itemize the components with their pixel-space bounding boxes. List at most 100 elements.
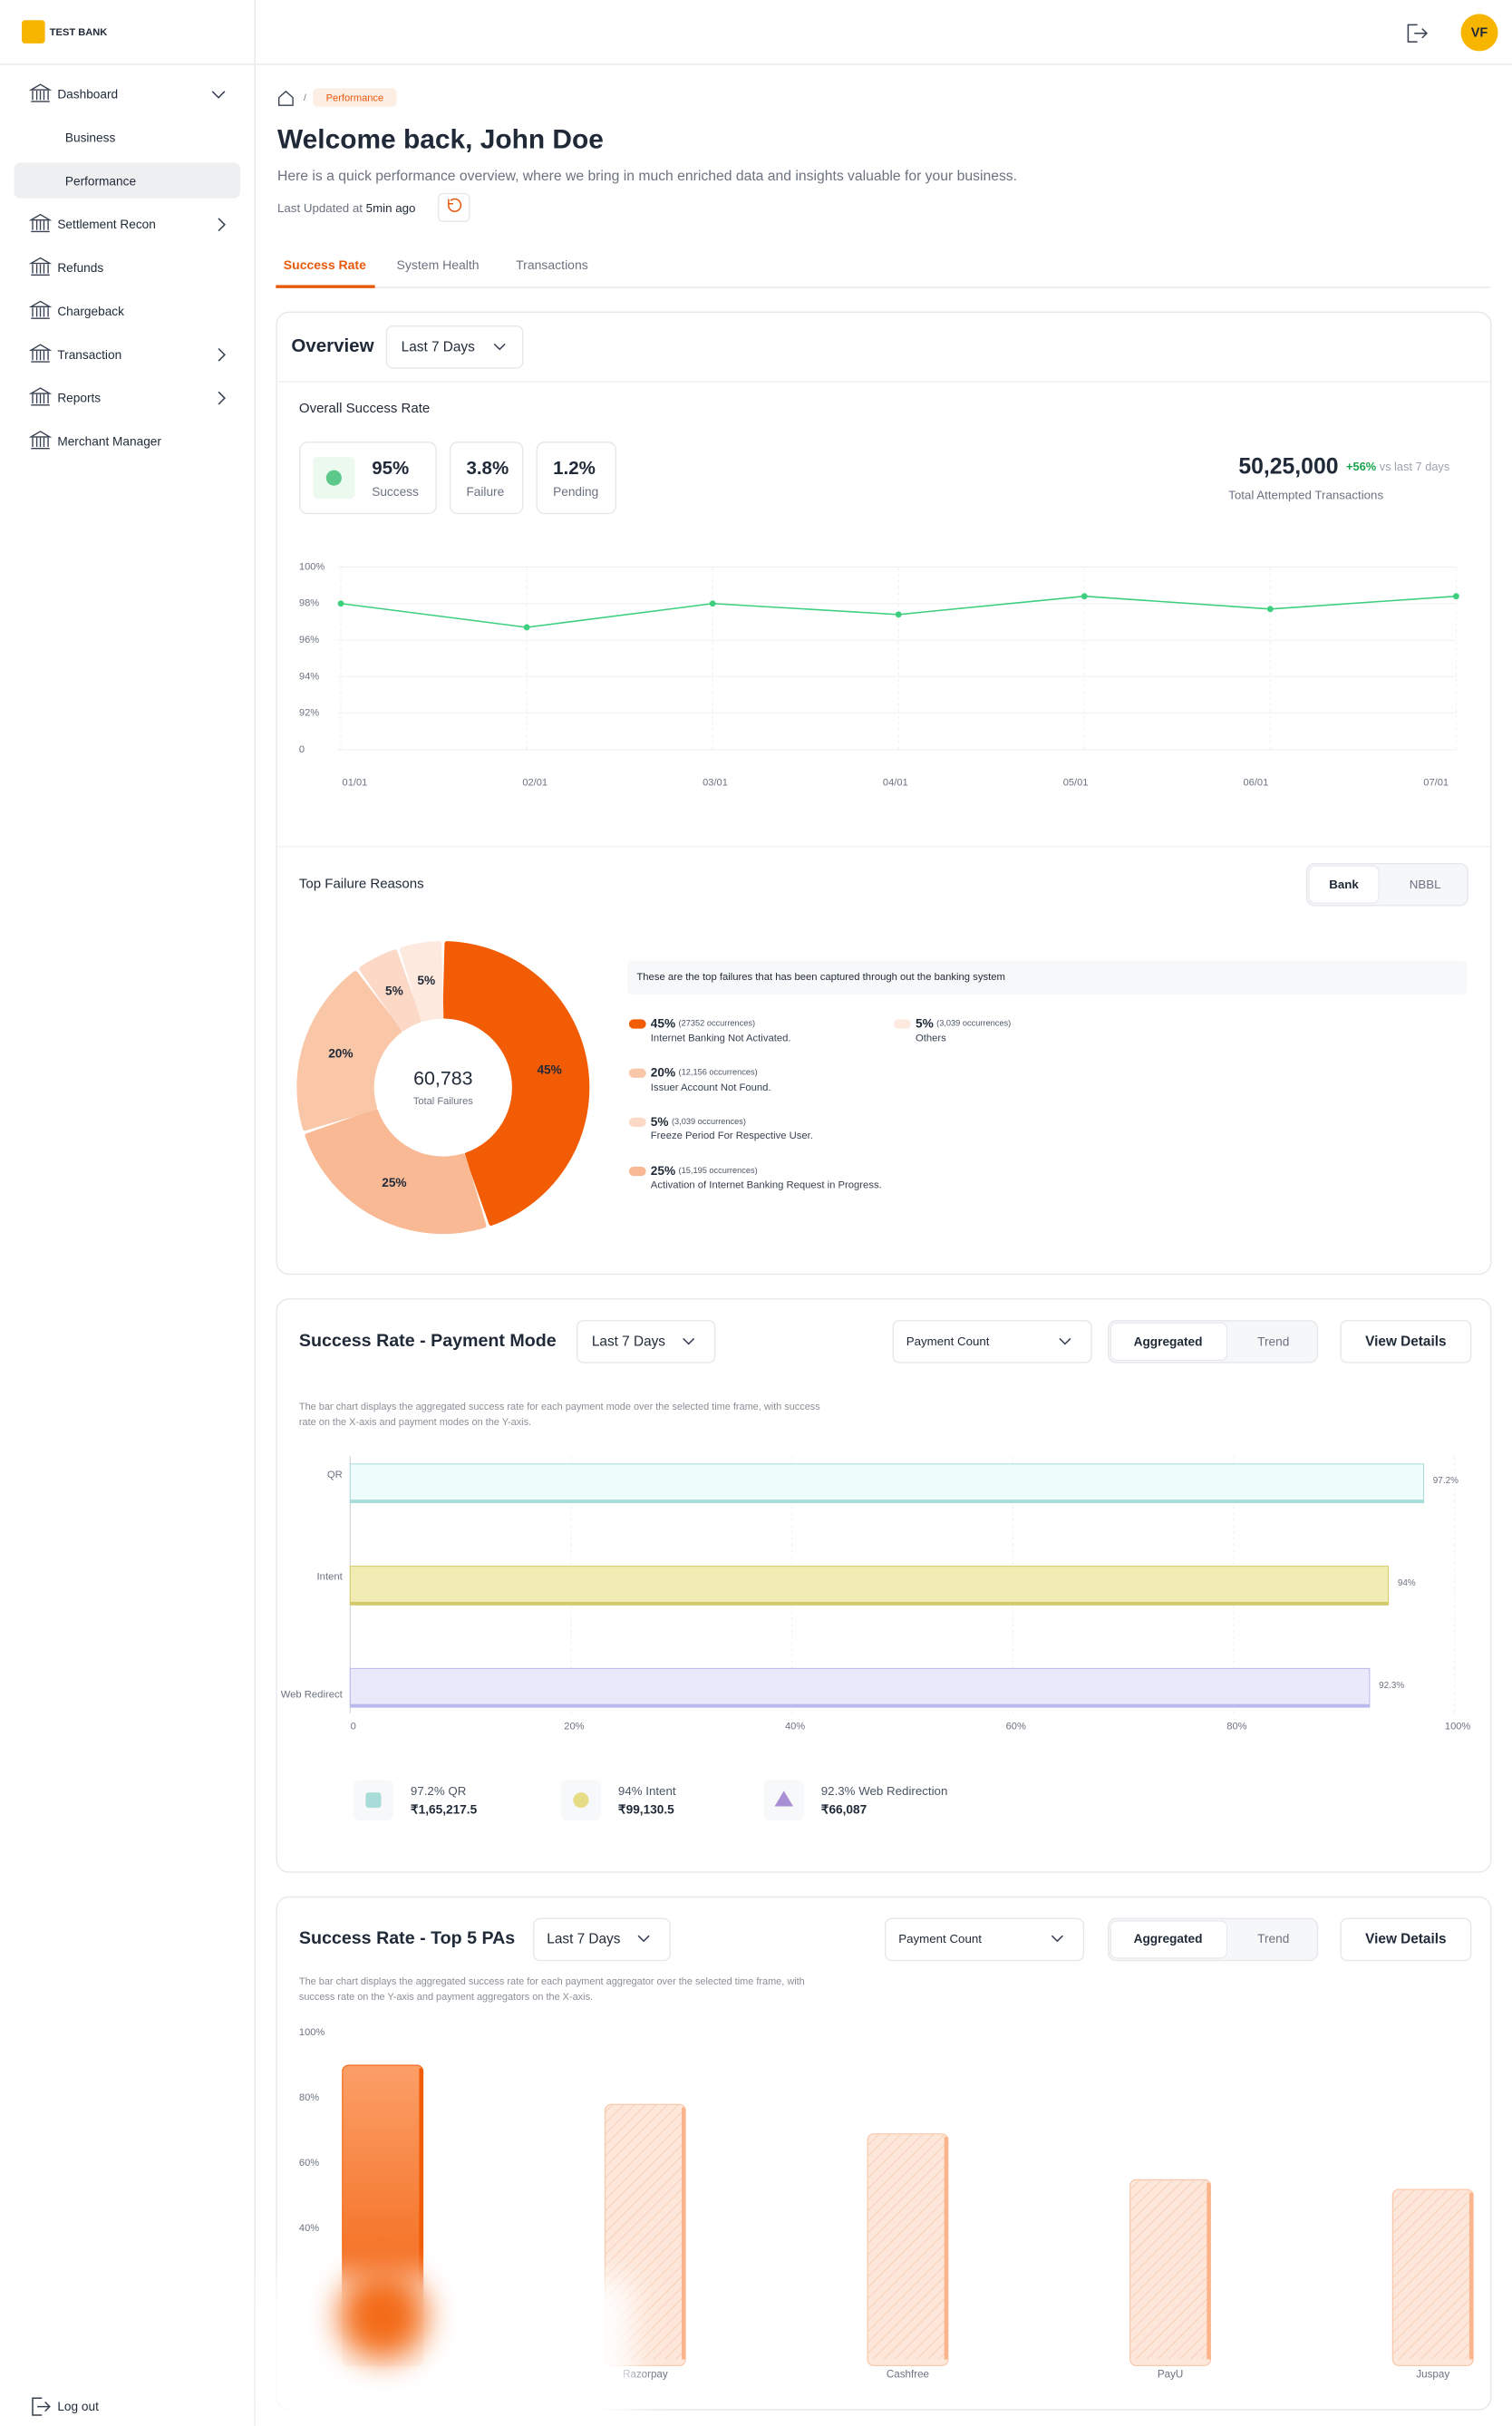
x-tick-label: 60% [1006,1721,1026,1732]
bar-edge [1207,2182,1211,2360]
tab[interactable]: System Health [397,257,480,272]
view-details-button[interactable] [1340,1917,1472,1962]
toggle-option[interactable]: Trend [1257,1932,1289,1946]
bar-value-label: 92.3% [1379,1681,1404,1691]
legend-occurrences: (15,195 occurrences) [679,1166,758,1175]
bar-edge [1468,2192,1474,2360]
tab[interactable]: Success Rate [284,257,366,272]
nav-item[interactable]: Transaction [57,348,121,362]
y-tick-label: 100% [299,2027,325,2038]
card-title: Success Rate - Top 5 PAs [299,1928,515,1948]
stat-value: 1.2% [553,458,596,479]
toggle-active[interactable] [1308,865,1380,904]
button-label[interactable]: View Details [1365,1931,1446,1946]
metric-dropdown[interactable] [892,1320,1092,1363]
toggle-option[interactable]: Aggregated [1134,1334,1203,1348]
logout-label[interactable]: Log out [57,2400,99,2413]
bar-edge [350,1499,1424,1503]
legend-icon [774,1790,794,1807]
donut-center-label: Total Failures [413,1096,473,1107]
x-tick-label: 06/01 [1243,778,1268,789]
y-tick-label: Intent [317,1572,344,1583]
overview-title: Overview [291,335,373,356]
nav-item[interactable]: Performance [65,174,136,188]
nav-item[interactable]: Merchant Manager [57,434,161,448]
nav-item[interactable]: Settlement Recon [57,218,156,231]
avatar[interactable] [1460,14,1498,52]
nav-item[interactable]: Reports [57,392,101,405]
x-tick-label: Razorpay [623,2369,668,2381]
refresh-icon [448,198,462,212]
refresh-button[interactable] [438,192,470,223]
bar-edge [350,1703,1370,1708]
toggle-active[interactable] [1110,1920,1227,1959]
sidebar [0,0,255,2426]
tab[interactable]: Transactions [516,257,588,272]
legend-swatch [628,1117,646,1127]
nav-chevron [218,391,226,405]
legend-icon [573,1792,589,1809]
tab-underline [276,285,375,288]
stat-label: Failure [466,485,504,499]
toggle-active[interactable] [1110,1322,1227,1361]
change-value: +56% [1346,460,1377,473]
logo[interactable] [22,20,45,44]
legend-name-box: Issuer Account Not Found. [651,1082,771,1093]
nav-item[interactable]: Refunds [57,261,103,275]
last-updated-value: 5min ago [366,200,416,214]
toggle-option[interactable]: Trend [1257,1334,1289,1348]
slice-label: 20% [328,1046,353,1060]
home-icon[interactable] [278,90,294,106]
x-tick-label: 20% [564,1721,584,1732]
nav-item[interactable]: Business [65,131,116,145]
x-tick-label: 01/01 [343,778,368,789]
nav-icon [28,83,53,102]
legend-name-box: Freeze Period For Respective User. [650,1131,813,1143]
stat-label: Pending [553,485,598,499]
legend-label: 92.3% Web Redirection [821,1784,948,1798]
logout[interactable]: Log out [32,2397,99,2416]
period-dropdown[interactable] [576,1320,716,1363]
bar-hatch [867,2133,948,2360]
legend-occurrences: (3,039 occurrences) [672,1117,746,1126]
nav-item[interactable]: Chargeback [57,305,124,318]
breadcrumb[interactable]: Performance [326,92,384,103]
y-tick-label: 80% [299,2092,319,2103]
section-title: Overall Success Rate [299,401,430,416]
metric-dropdown[interactable] [885,1917,1085,1962]
x-tick-label: 04/01 [883,778,908,789]
bar-value-label: 94% [1398,1578,1416,1588]
signout-icon[interactable] [1407,24,1429,43]
breadcrumb-chip [313,88,397,107]
toggle-option[interactable]: NBBL [1410,878,1441,891]
toggle-option[interactable]: Bank [1329,878,1359,891]
card-description: The bar chart displays the aggregated su… [299,1976,805,2002]
card-description: The bar chart displays the aggregated su… [299,1402,820,1427]
period-dropdown[interactable] [385,325,524,369]
legend-amount: ₹66,087 [821,1802,867,1816]
legend-name: Freeze Period For Respective User. [650,1131,813,1143]
note-box [627,960,1468,995]
y-tick-label: 94% [299,671,319,682]
button-label[interactable]: View Details [1365,1334,1446,1350]
view-details-button[interactable] [1340,1320,1472,1363]
legend-amount: ₹99,130.5 [618,1802,674,1816]
legend-occurrences: (3,039 occurrences) [936,1019,1011,1028]
dropdown-caret [637,1935,650,1943]
failures-note: These are the top failures that has been… [636,972,1004,983]
y-tick-label: Web Redirect [281,1689,344,1700]
total-change: +56% vs last 7 days [1346,460,1449,473]
nav-item[interactable]: Dashboard [57,88,118,102]
toggle-option[interactable]: Aggregated [1134,1932,1203,1946]
y-tick-label: 96% [299,635,319,645]
metric-value: Payment Count [906,1334,990,1348]
legend-occurrences: (27352 occurrences) [679,1019,756,1028]
success-line-chart: 0 92% 94% 96% 98% 100% 01/01 02/01 03/01 04/01 05/… [299,561,1459,789]
donut-slice [442,941,590,1226]
period-dropdown[interactable] [533,1917,671,1962]
legend-label: 94% Intent [618,1784,676,1798]
breadcrumb-sep: / [304,93,306,103]
slice-label: 5% [417,974,435,987]
legend-icon [365,1792,382,1809]
